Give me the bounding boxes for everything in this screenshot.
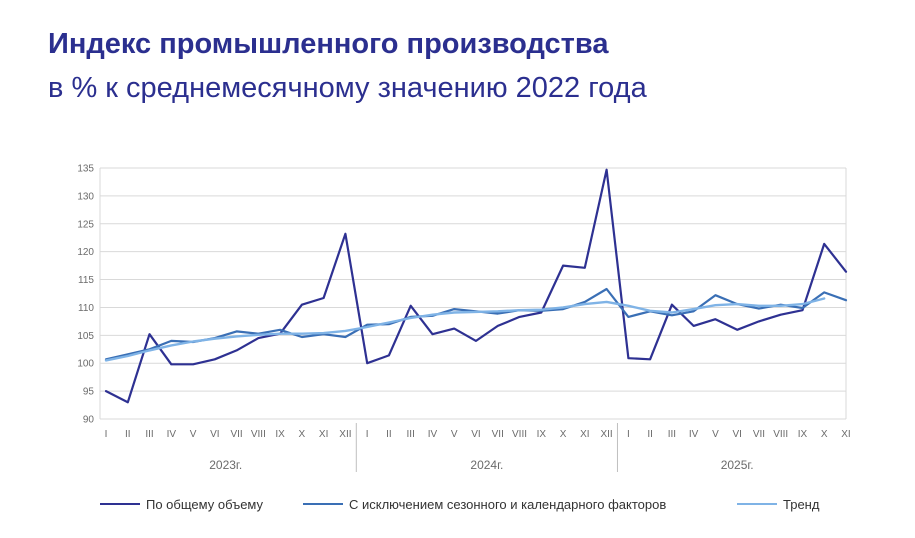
chart-legend: По общему объему С исключением сезонного… [0,492,915,516]
y-tick-label: 100 [77,359,94,370]
x-tick-label: VIII [512,429,527,440]
y-tick-label: 105 [77,331,94,342]
x-tick-label: V [451,429,458,440]
x-tick-label: IV [167,429,177,440]
x-tick-label: IX [798,429,808,440]
y-tick-label: 120 [77,247,94,258]
x-tick-label: XI [580,429,589,440]
x-tick-label: VI [732,429,741,440]
x-tick-label: XII [339,429,351,440]
x-tick-label: II [125,429,131,440]
x-tick-label: VIII [251,429,266,440]
x-tick-label: IV [428,429,438,440]
chart-title: Индекс промышленного производства [48,28,609,60]
x-tick-label: I [366,429,369,440]
x-tick-label: XI [841,429,850,440]
x-tick-label: II [386,429,392,440]
x-tick-label: VI [210,429,219,440]
y-tick-label: 125 [77,219,94,230]
legend-item-trend: Тренд [737,492,819,516]
y-tick-label: 130 [77,191,94,202]
x-tick-label: III [668,429,676,440]
x-tick-label: X [821,429,828,440]
x-tick-label: IV [689,429,699,440]
legend-label-adjusted: С исключением сезонного и календарного ф… [349,496,667,512]
y-tick-label: 110 [78,303,94,314]
x-tick-label: V [190,429,197,440]
x-tick-label: II [647,429,653,440]
y-tick-label: 95 [83,387,95,398]
chart-subtitle: в % к среднемесячному значению 2022 года [48,72,647,104]
legend-label-total: По общему объему [146,496,264,512]
x-tick-label: III [145,429,153,440]
x-tick-label: VIII [773,429,788,440]
legend-swatch-adjusted [303,503,343,505]
year-group-label: 2023г. [209,458,242,472]
legend-swatch-trend [737,503,777,505]
x-tick-label: XII [600,429,612,440]
year-group-label: 2024г. [470,458,503,472]
y-tick-label: 115 [78,275,94,286]
x-tick-label: VI [471,429,480,440]
legend-item-total: По общему объему [100,492,263,516]
x-tick-label: IX [537,429,547,440]
x-tick-label: VII [492,429,504,440]
x-tick-label: I [105,429,108,440]
x-tick-label: IX [275,429,285,440]
y-tick-label: 135 [77,164,94,175]
x-tick-label: VII [230,429,242,440]
series-line-adjusted [104,287,848,361]
legend-swatch-total [100,503,140,505]
legend-item-adjusted: С исключением сезонного и календарного ф… [303,492,666,516]
x-tick-label: V [712,429,719,440]
series-line-total [104,168,848,404]
year-group-label: 2025г. [721,458,754,472]
legend-label-trend: Тренд [783,496,820,512]
x-tick-label: XI [319,429,328,440]
series-line-trend [104,297,826,362]
y-tick-label: 90 [83,415,95,426]
x-tick-label: X [560,429,567,440]
x-tick-label: X [299,429,306,440]
x-tick-label: I [627,429,630,440]
x-tick-label: III [407,429,415,440]
x-tick-label: VII [753,429,765,440]
